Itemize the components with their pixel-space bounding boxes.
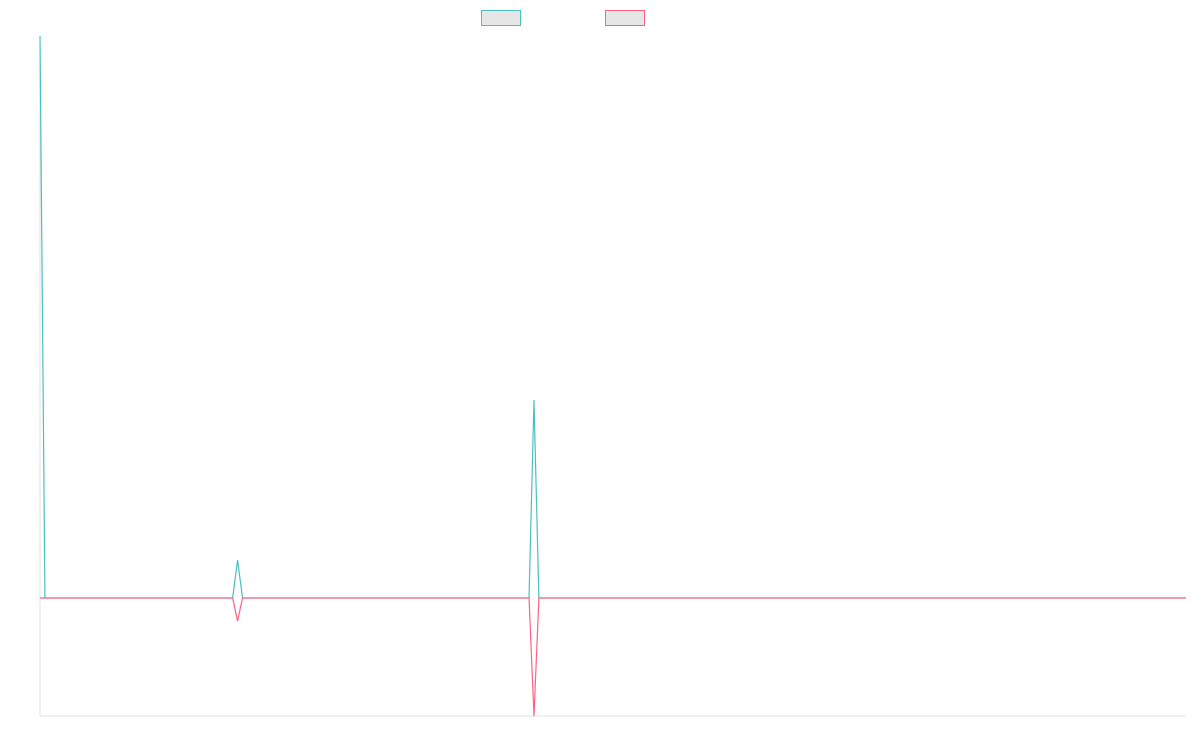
- series-line: [40, 597, 1186, 717]
- legend-swatch[interactable]: [605, 10, 645, 26]
- series-line: [39, 35, 1186, 599]
- legend-swatch[interactable]: [481, 10, 521, 26]
